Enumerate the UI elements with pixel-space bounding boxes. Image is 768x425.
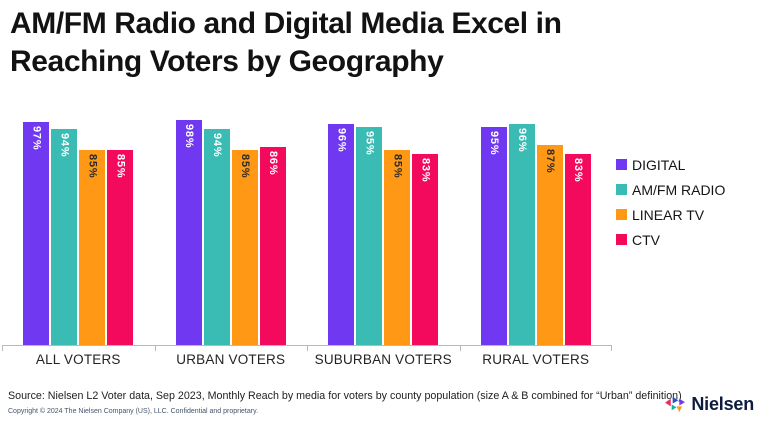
legend-swatch-linear-tv (616, 209, 627, 220)
nielsen-logo-text: Nielsen (691, 394, 754, 414)
nielsen-logo-icon (665, 396, 686, 413)
bar-group-rural-voters: 95% 96% 87% 83% (460, 115, 613, 345)
bar-group-urban-voters: 98% 94% 85% 86% (155, 115, 308, 345)
bar-group-suburban-voters: 96% 95% 85% 83% (307, 115, 460, 345)
bar-digital-urban-voters: 98% (175, 119, 202, 345)
bar-value-label: 95% (363, 130, 376, 155)
x-axis-tick (611, 345, 612, 351)
bar-linear-tv-all-voters: 85% (79, 149, 106, 345)
legend-label-linear-tv: LINEAR TV (632, 206, 705, 223)
bar-value-label: 85% (238, 153, 251, 178)
legend-item-digital: DIGITAL (616, 156, 725, 173)
bar-value-label: 94% (58, 132, 71, 158)
source-note: Source: Nielsen L2 Voter data, Sep 2023,… (8, 390, 682, 402)
x-axis-tick (154, 345, 156, 351)
bar-value-label: 87% (543, 148, 556, 174)
x-axis-label-urban-voters: URBAN VOTERS (176, 352, 286, 367)
bar-digital-rural-voters: 95% (480, 126, 507, 345)
legend-swatch-digital (616, 159, 627, 170)
bar-linear-tv-urban-voters: 85% (231, 149, 258, 345)
page-title-line1: AM/FM Radio and Digital Media Excel in (10, 7, 562, 40)
page-title-line2: Reaching Voters by Geography (10, 45, 444, 78)
legend-label-ctv: CTV (632, 231, 660, 248)
x-axis-label-all-voters: ALL VOTERS (35, 352, 121, 367)
bar-linear-tv-rural-voters: 87% (536, 144, 563, 345)
legend-swatch-am-fm-radio (616, 184, 627, 195)
bar-ctv-all-voters: 85% (107, 149, 134, 345)
bar-value-label: 85% (391, 153, 404, 178)
bar-digital-all-voters: 97% (23, 121, 50, 345)
copyright-note: Copyright © 2024 The Nielsen Company (US… (8, 408, 259, 415)
bar-ctv-suburban-voters: 83% (412, 154, 439, 345)
bar-am-fm-radio-urban-voters: 94% (203, 128, 230, 345)
x-axis-tick (459, 345, 461, 351)
legend-item-linear-tv: LINEAR TV (616, 206, 725, 223)
bar-value-label: 96% (515, 128, 528, 153)
x-axis-label-suburban-voters: SUBURBAN VOTERS (314, 352, 452, 367)
bar-value-label: 97% (30, 125, 43, 151)
legend-label-digital: DIGITAL (632, 156, 686, 173)
bar-value-label: 85% (114, 153, 127, 178)
bar-value-label: 86% (266, 151, 279, 176)
bar-value-label: 85% (86, 153, 99, 178)
bar-value-label: 96% (335, 128, 348, 153)
bar-value-label: 94% (210, 132, 223, 158)
x-axis-tick (307, 345, 308, 351)
bar-digital-suburban-voters: 96% (328, 124, 355, 345)
bar-value-label: 83% (571, 158, 584, 183)
nielsen-logo: Nielsen (664, 394, 754, 415)
bar-am-fm-radio-rural-voters: 96% (508, 124, 535, 345)
legend-item-ctv: CTV (616, 231, 725, 248)
bar-ctv-urban-voters: 86% (259, 147, 286, 345)
page-title: AM/FM Radio and Digital Media Excel in R… (10, 5, 750, 81)
bar-ctv-rural-voters: 83% (564, 154, 591, 345)
plot-area: 97% 94% 85% 85% 98% 94% 85% 86% 96% 95% 85% 83% 95% 9… (2, 115, 613, 351)
bar-am-fm-radio-all-voters: 94% (51, 128, 78, 345)
bar-linear-tv-suburban-voters: 85% (384, 149, 411, 345)
bar-value-label: 98% (182, 123, 195, 149)
legend: DIGITAL AM/FM RADIO LINEAR TV CTV (616, 157, 725, 257)
bar-value-label: 83% (419, 158, 432, 183)
bar-am-fm-radio-suburban-voters: 95% (356, 126, 383, 345)
legend-item-am-fm-radio: AM/FM RADIO (616, 181, 726, 198)
x-axis-labels: ALL VOTERS URBAN VOTERS SUBURBAN VOTERS RUR… (2, 352, 612, 367)
bar-group-all-voters: 97% 94% 85% 85% (2, 115, 155, 345)
x-axis-tick (2, 345, 3, 351)
bar-value-label: 95% (487, 130, 500, 155)
legend-label-am-fm-radio: AM/FM RADIO (632, 181, 726, 198)
x-axis-label-rural-voters: RURAL VOTERS (482, 352, 590, 367)
legend-swatch-ctv (616, 234, 627, 245)
